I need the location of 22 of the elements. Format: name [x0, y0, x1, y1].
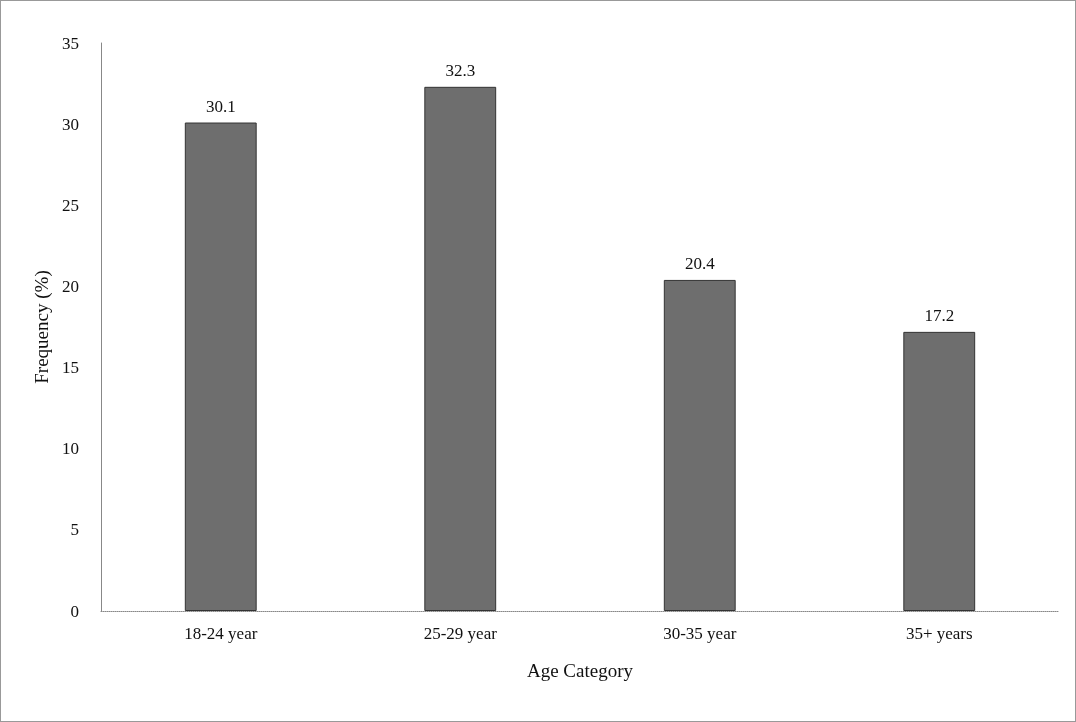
bar	[903, 331, 976, 611]
y-tick-label: 0	[70, 601, 79, 621]
y-tick-label: 10	[62, 439, 79, 459]
y-axis-title: Frequency (%)	[31, 270, 54, 384]
data-label: 32.3	[445, 60, 476, 80]
y-tick-label: 35	[62, 33, 79, 53]
bar	[663, 279, 736, 611]
bar	[184, 122, 257, 611]
x-axis-title: Age Category	[526, 660, 634, 681]
x-tick-label: 30-35 year	[663, 624, 737, 643]
y-tick-label: 25	[62, 195, 79, 215]
data-label: 30.1	[205, 96, 236, 116]
x-tick-label: 35+ years	[905, 624, 973, 643]
y-tick-label: 15	[62, 358, 79, 378]
y-tick-label: 30	[62, 114, 79, 134]
data-label: 20.4	[684, 253, 716, 273]
data-label: 17.2	[924, 305, 955, 325]
bar	[424, 86, 497, 611]
y-tick-label: 5	[70, 520, 79, 540]
x-tick-label: 18-24 year	[184, 624, 258, 643]
x-tick-label: 25-29 year	[423, 624, 498, 643]
y-tick-label: 20	[62, 276, 79, 296]
